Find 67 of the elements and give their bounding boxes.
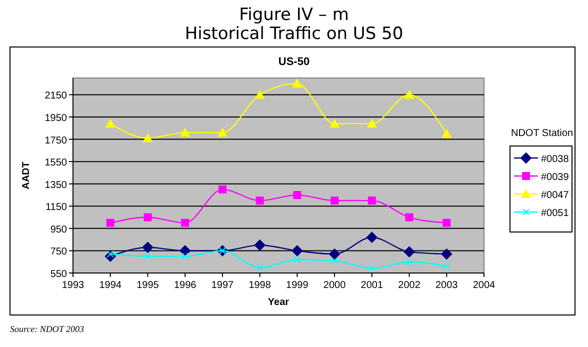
point xyxy=(217,128,228,137)
point xyxy=(142,133,153,142)
chart-subtitle: US-50 xyxy=(278,56,310,68)
point xyxy=(218,185,226,194)
chart-title: Figure IV – m Historical Traffic on US 50 xyxy=(184,5,404,44)
y-tick-label: 550 xyxy=(50,269,68,280)
point xyxy=(144,252,152,260)
point xyxy=(330,118,340,128)
y-tick-label: 1150 xyxy=(45,202,68,214)
x-tick-label: 2001 xyxy=(360,280,384,291)
point xyxy=(442,218,451,227)
point xyxy=(442,128,452,138)
x-tick-label: 2003 xyxy=(436,280,458,291)
point xyxy=(142,242,154,253)
x-tick-label: 2004 xyxy=(472,280,496,291)
x-tick-label: 1997 xyxy=(211,280,234,291)
x-tick-label: 1995 xyxy=(136,280,160,291)
point xyxy=(182,252,189,260)
point xyxy=(368,196,376,205)
y-tick-label: 1350 xyxy=(44,180,68,191)
point xyxy=(181,218,190,227)
point xyxy=(368,265,376,272)
point xyxy=(180,128,190,137)
x-tick-label: 1996 xyxy=(174,280,197,291)
point xyxy=(441,248,452,260)
x-tick-label: 1998 xyxy=(248,280,272,291)
x-tick-label: 1999 xyxy=(286,280,309,291)
point xyxy=(443,262,450,270)
point xyxy=(293,191,302,199)
point xyxy=(254,240,266,251)
point xyxy=(406,258,413,266)
point xyxy=(329,248,340,260)
point xyxy=(366,118,377,128)
point xyxy=(294,256,301,264)
y-tick-label: 1550 xyxy=(44,158,68,169)
point xyxy=(254,90,265,99)
point xyxy=(331,257,338,264)
x-axis-title: Year xyxy=(268,297,290,308)
point xyxy=(404,246,415,258)
legend-label: #0051 xyxy=(541,208,570,219)
y-tick-label: 1750 xyxy=(44,135,68,146)
y-tick-label: 1950 xyxy=(44,113,68,124)
legend-title: NDOT Station xyxy=(510,128,574,139)
point xyxy=(256,196,264,205)
point xyxy=(256,264,264,271)
x-tick-label: 2002 xyxy=(398,280,421,291)
point xyxy=(105,118,116,128)
point xyxy=(292,245,303,256)
point xyxy=(106,218,114,227)
x-tick-label: 1993 xyxy=(62,280,85,291)
point xyxy=(405,213,414,222)
point xyxy=(292,78,302,88)
point xyxy=(180,245,191,256)
y-tick-label: 2150 xyxy=(44,90,68,102)
point xyxy=(144,213,152,222)
y-tick-label: 950 xyxy=(50,224,68,236)
y-tick-label: 750 xyxy=(50,246,68,258)
point xyxy=(330,196,339,205)
point xyxy=(366,232,378,243)
legend-label: #0038 xyxy=(541,154,570,165)
source-note: Source: NDOT 2003 xyxy=(10,324,84,334)
legend-label: #0039 xyxy=(541,172,570,183)
x-tick-label: 2000 xyxy=(323,280,346,291)
x-tick-label: 1994 xyxy=(99,280,122,291)
y-axis-title: AADT xyxy=(21,162,32,190)
point xyxy=(404,90,414,99)
legend-label: #0047 xyxy=(541,190,570,201)
